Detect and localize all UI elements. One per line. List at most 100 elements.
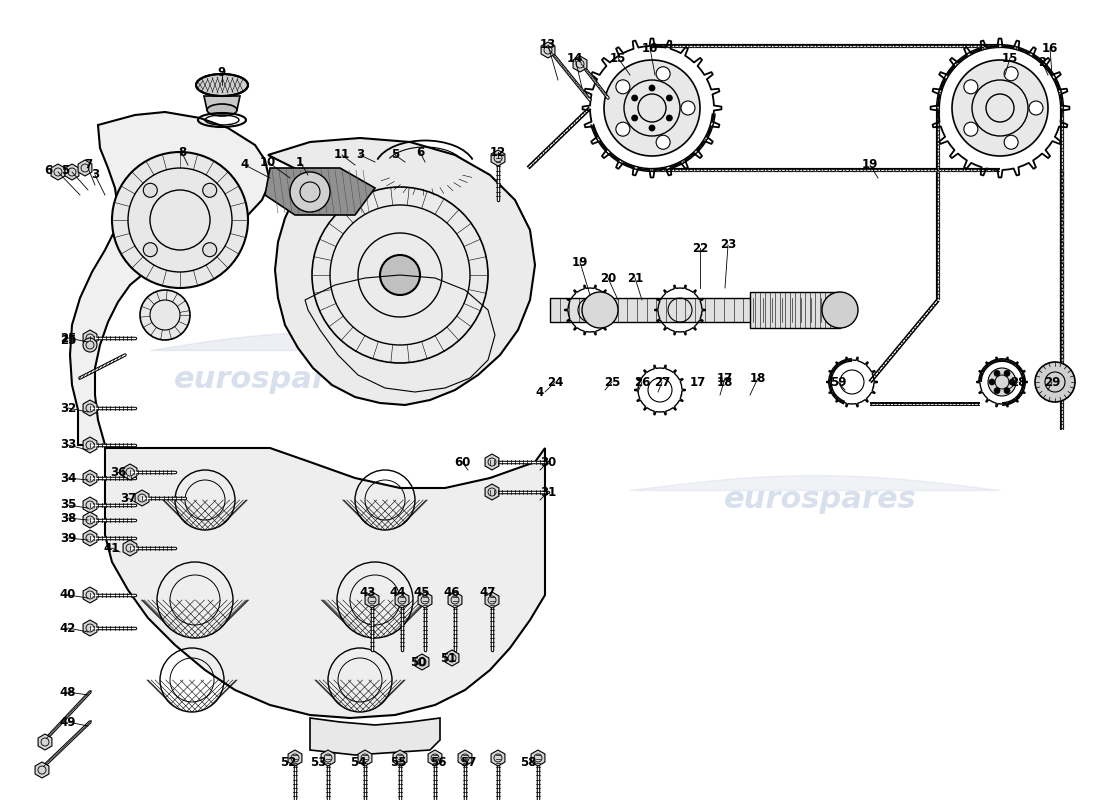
Circle shape xyxy=(994,370,1000,376)
Text: 20: 20 xyxy=(600,271,616,285)
Text: 18: 18 xyxy=(717,375,734,389)
Polygon shape xyxy=(448,592,462,608)
Polygon shape xyxy=(458,750,472,766)
Circle shape xyxy=(202,242,217,257)
Polygon shape xyxy=(84,587,97,603)
Polygon shape xyxy=(35,762,48,778)
Circle shape xyxy=(1035,362,1075,402)
Circle shape xyxy=(143,183,157,198)
Text: 5: 5 xyxy=(60,163,69,177)
Polygon shape xyxy=(428,750,442,766)
Text: 45: 45 xyxy=(414,586,430,598)
Text: 15: 15 xyxy=(609,51,626,65)
Text: 46: 46 xyxy=(443,586,460,598)
Text: 22: 22 xyxy=(692,242,708,254)
Text: 38: 38 xyxy=(59,511,76,525)
Polygon shape xyxy=(84,400,97,416)
Text: 4: 4 xyxy=(241,158,249,171)
Text: 33: 33 xyxy=(59,438,76,451)
Text: 36: 36 xyxy=(110,466,126,478)
Circle shape xyxy=(112,152,248,288)
Circle shape xyxy=(988,368,1016,396)
Circle shape xyxy=(143,242,157,257)
Circle shape xyxy=(656,135,670,150)
Polygon shape xyxy=(84,530,97,546)
Text: 19: 19 xyxy=(861,158,878,171)
Polygon shape xyxy=(573,56,587,72)
Polygon shape xyxy=(288,750,301,766)
Polygon shape xyxy=(393,750,407,766)
Circle shape xyxy=(649,125,654,131)
Text: 42: 42 xyxy=(59,622,76,634)
Circle shape xyxy=(649,85,654,91)
Polygon shape xyxy=(531,750,544,766)
Text: 11: 11 xyxy=(334,149,350,162)
Polygon shape xyxy=(415,654,429,670)
Polygon shape xyxy=(84,512,97,528)
Circle shape xyxy=(140,290,190,340)
Circle shape xyxy=(1028,101,1043,115)
Polygon shape xyxy=(750,292,840,328)
Text: 26: 26 xyxy=(634,375,650,389)
Polygon shape xyxy=(84,330,97,346)
Text: 59: 59 xyxy=(829,375,846,389)
Circle shape xyxy=(1004,66,1019,81)
Polygon shape xyxy=(123,464,136,480)
Polygon shape xyxy=(485,484,499,500)
Text: eurospares: eurospares xyxy=(724,486,916,514)
Text: 24: 24 xyxy=(547,375,563,389)
Text: 58: 58 xyxy=(519,755,537,769)
Polygon shape xyxy=(541,42,554,58)
Polygon shape xyxy=(70,112,270,445)
Text: 53: 53 xyxy=(310,755,327,769)
Text: 37: 37 xyxy=(120,491,136,505)
Polygon shape xyxy=(485,592,499,608)
Circle shape xyxy=(656,66,670,81)
Text: 10: 10 xyxy=(260,155,276,169)
Text: 50: 50 xyxy=(410,655,426,669)
Text: 27: 27 xyxy=(653,375,670,389)
Polygon shape xyxy=(268,138,535,405)
Circle shape xyxy=(631,115,638,121)
Text: 17: 17 xyxy=(690,375,706,389)
Circle shape xyxy=(1009,379,1015,385)
Circle shape xyxy=(1004,135,1019,150)
Text: 31: 31 xyxy=(540,486,557,498)
Text: 16: 16 xyxy=(641,42,658,54)
Circle shape xyxy=(989,379,996,385)
Circle shape xyxy=(582,292,618,328)
Circle shape xyxy=(667,95,672,101)
Circle shape xyxy=(616,122,630,136)
Circle shape xyxy=(681,101,695,115)
Text: 47: 47 xyxy=(480,586,496,598)
Circle shape xyxy=(379,255,420,295)
Text: 9: 9 xyxy=(218,66,227,78)
Text: 57: 57 xyxy=(460,755,476,769)
Text: 6: 6 xyxy=(416,146,425,158)
Text: 4: 4 xyxy=(536,386,544,398)
Polygon shape xyxy=(446,650,459,666)
Text: 44: 44 xyxy=(389,586,406,598)
Text: 15: 15 xyxy=(1002,51,1019,65)
Text: 16: 16 xyxy=(1042,42,1058,54)
Text: 30: 30 xyxy=(540,455,557,469)
Circle shape xyxy=(667,115,672,121)
Text: 18: 18 xyxy=(750,371,767,385)
Polygon shape xyxy=(84,470,97,486)
Polygon shape xyxy=(84,497,97,513)
Text: 43: 43 xyxy=(360,586,376,598)
Polygon shape xyxy=(359,750,372,766)
Circle shape xyxy=(822,292,858,328)
Text: 3: 3 xyxy=(356,149,364,162)
Text: 41: 41 xyxy=(103,542,120,554)
Polygon shape xyxy=(491,150,505,166)
Text: 6: 6 xyxy=(44,163,52,177)
Text: 55: 55 xyxy=(389,755,406,769)
Text: eurospares: eurospares xyxy=(174,366,366,394)
Text: 34: 34 xyxy=(59,471,76,485)
Polygon shape xyxy=(365,592,378,608)
Ellipse shape xyxy=(196,74,248,96)
Polygon shape xyxy=(51,164,65,180)
Text: 17: 17 xyxy=(717,371,733,385)
Text: 8: 8 xyxy=(178,146,186,159)
